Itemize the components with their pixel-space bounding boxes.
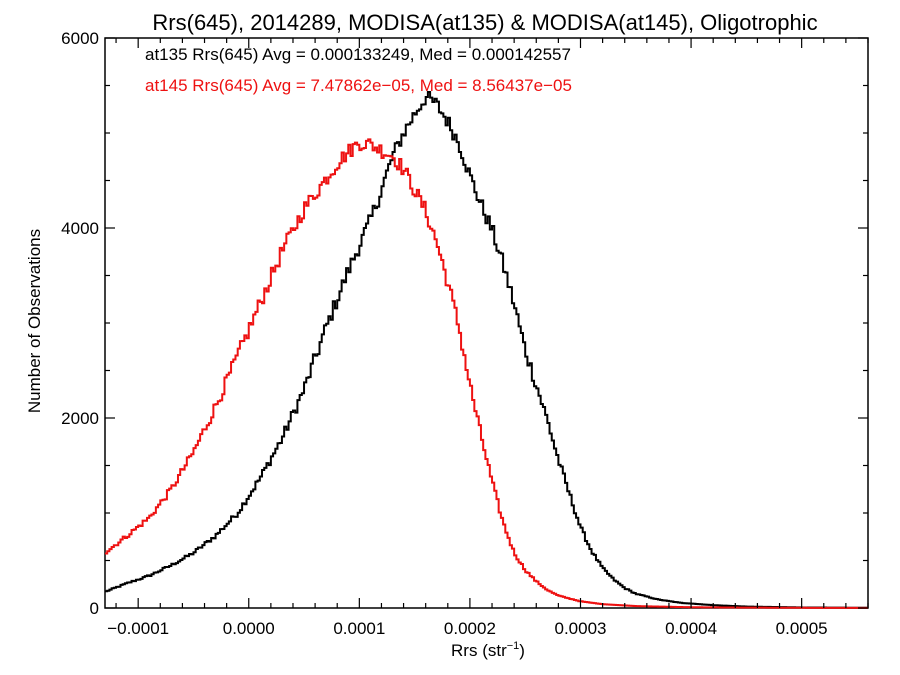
series-annotation-at145: at145 Rrs(645) Avg = 7.47862e−05, Med = … [145, 76, 572, 95]
x-axis-label-close: ) [519, 641, 525, 660]
series-annotation-at135: at135 Rrs(645) Avg = 0.000133249, Med = … [145, 45, 571, 64]
y-tick-label: 0 [90, 599, 99, 618]
y-axis-label: Number of Observations [25, 229, 44, 413]
x-tick-label: 0.0005 [776, 619, 828, 638]
series-line-0 [105, 91, 868, 609]
x-axis-label-superscript: −1 [507, 640, 520, 652]
x-tick-label: −0.0001 [107, 619, 169, 638]
x-axis-label-text: Rrs (str [451, 641, 507, 660]
x-tick-label: 0.0003 [554, 619, 606, 638]
plot-frame [104, 37, 869, 609]
plot-area: −0.0001 0.0000 0.0001 0.0002 0.0003 0.0004 0.0… [61, 29, 869, 638]
chart-title: Rrs(645), 2014289, MODISA(at135) & MODIS… [152, 10, 817, 35]
series-line-1 [105, 138, 868, 609]
x-tick-label: 0.0004 [665, 619, 717, 638]
x-tick-label: 0.0001 [333, 619, 385, 638]
x-tick-label: 0.0002 [444, 619, 496, 638]
x-tick-label: 0.0000 [223, 619, 275, 638]
x-axis-label: Rrs (str−1) [451, 640, 525, 660]
y-tick-label: 4000 [61, 219, 99, 238]
y-tick-label: 6000 [61, 29, 99, 48]
y-tick-label: 2000 [61, 409, 99, 428]
